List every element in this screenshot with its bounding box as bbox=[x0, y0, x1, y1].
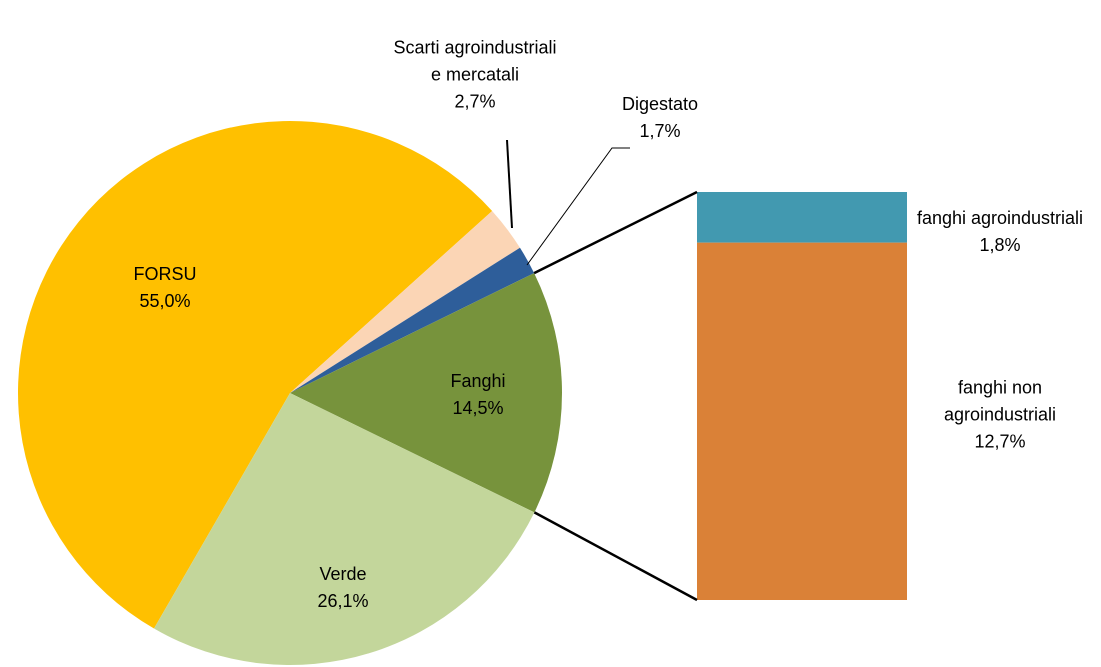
pie-slice bbox=[290, 210, 520, 393]
label-line: Digestato bbox=[621, 94, 699, 114]
bar-label: fanghi non agroindustriali 12,7% bbox=[915, 375, 1085, 456]
label-line: 55,0% bbox=[139, 291, 191, 311]
label-line: FORSU bbox=[133, 264, 197, 284]
leader-line bbox=[506, 139, 513, 229]
pie-slice bbox=[290, 247, 535, 393]
label-line: 12,7% bbox=[974, 431, 1026, 452]
connector-line bbox=[533, 190, 698, 275]
pie-slice bbox=[18, 120, 493, 629]
slice-label: FORSU 55,0% bbox=[134, 261, 197, 315]
label-line: fanghi agroindustriali bbox=[916, 208, 1084, 228]
bar-label: fanghi agroindustriali 1,8% bbox=[915, 205, 1085, 259]
label-line: Scarti agroindustriali e mercatali bbox=[393, 37, 557, 85]
connector-line bbox=[533, 511, 698, 602]
label-line: 26,1% bbox=[317, 591, 369, 611]
slice-label: Scarti agroindustriali e mercatali 2,7% bbox=[388, 35, 563, 116]
label-line: 14,5% bbox=[452, 398, 504, 418]
label-line: 1,7% bbox=[639, 121, 681, 141]
bar-segment bbox=[697, 192, 907, 243]
label-line: 2,7% bbox=[454, 91, 496, 112]
label-line: 1,8% bbox=[979, 235, 1021, 255]
slice-label: Digestato 1,7% bbox=[622, 91, 698, 145]
pie-slice bbox=[154, 393, 535, 666]
leader-line bbox=[526, 147, 630, 266]
slice-label: Verde 26,1% bbox=[317, 561, 368, 615]
label-line: fanghi non agroindustriali bbox=[943, 377, 1057, 425]
label-line: Fanghi bbox=[450, 371, 506, 391]
slice-label: Fanghi 14,5% bbox=[450, 368, 505, 422]
bar-segment bbox=[697, 242, 907, 601]
pie-slice bbox=[290, 273, 562, 513]
label-line: Verde bbox=[319, 564, 367, 584]
